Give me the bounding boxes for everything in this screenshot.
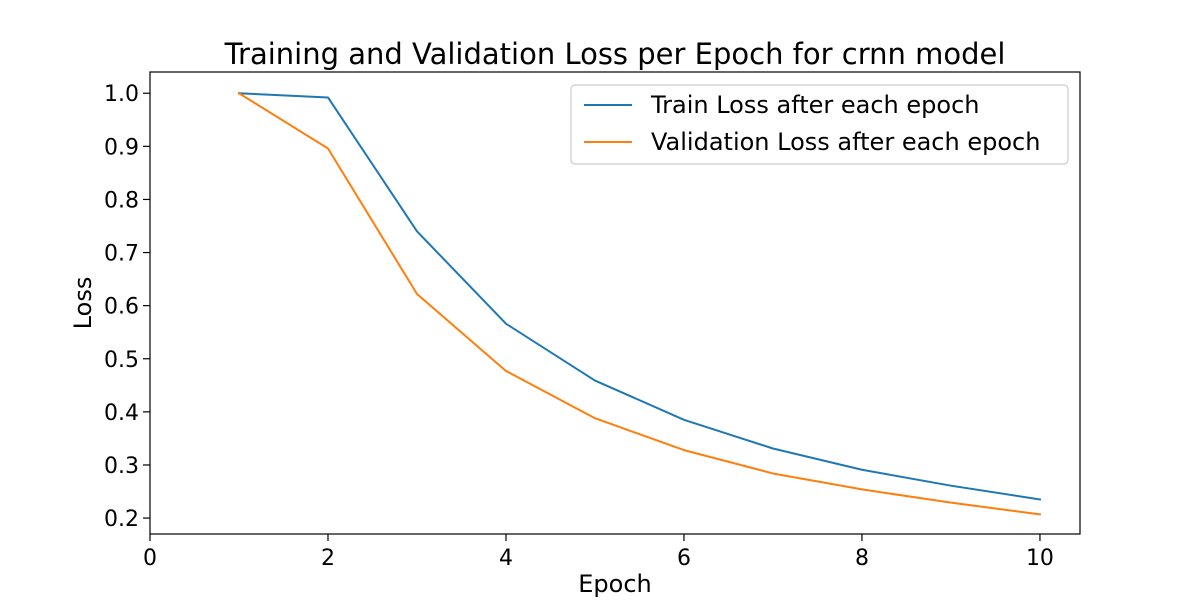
plot-area-frame xyxy=(149,71,1081,535)
y-tick-label: 0.5 xyxy=(104,348,139,373)
y-tick-label: 0.2 xyxy=(104,507,139,532)
x-tick-label: 4 xyxy=(499,546,513,571)
legend-box xyxy=(570,84,1069,165)
y-tick-label: 0.4 xyxy=(104,401,139,426)
x-tick-label: 8 xyxy=(855,546,869,571)
x-tick-label: 10 xyxy=(1026,546,1054,571)
series-line-validation-loss xyxy=(237,91,1042,516)
series-line-train-loss xyxy=(237,92,1042,501)
y-tick-label: 0.9 xyxy=(104,135,139,160)
y-axis-title: Loss xyxy=(69,277,97,330)
x-tick-label: 2 xyxy=(321,546,335,571)
legend-label-validation-loss: Validation Loss after each epoch xyxy=(651,128,1040,156)
x-axis-title: Epoch xyxy=(578,570,652,598)
chart-title: Training and Validation Loss per Epoch f… xyxy=(224,37,1006,71)
legend-label-train-loss: Train Loss after each epoch xyxy=(650,91,980,119)
x-tick-label: 6 xyxy=(677,546,691,571)
y-tick-label: 0.7 xyxy=(104,242,139,267)
x-axis: 0 2 4 6 8 10 xyxy=(143,534,1054,571)
y-tick-label: 0.6 xyxy=(104,295,139,320)
y-axis: 0.2 0.3 0.4 0.5 0.6 0.7 0.8 0.9 1.0 xyxy=(104,82,150,532)
y-tick-label: 0.3 xyxy=(104,454,139,479)
y-tick-label: 0.8 xyxy=(104,188,139,213)
y-tick-label: 1.0 xyxy=(104,82,139,107)
x-tick-label: 0 xyxy=(143,546,157,571)
series-lines xyxy=(237,91,1042,516)
legend: Train Loss after each epoch Validation Lo… xyxy=(570,84,1069,165)
